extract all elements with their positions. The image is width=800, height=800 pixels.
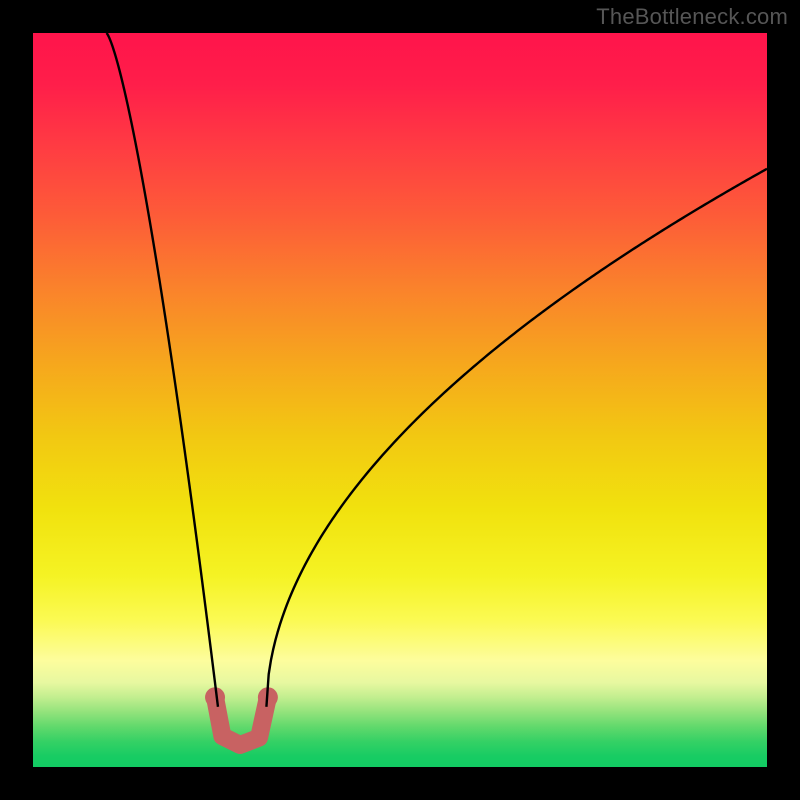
curve-left-branch <box>106 33 218 707</box>
bottleneck-marker <box>215 697 268 745</box>
watermark-text: TheBottleneck.com <box>596 4 788 30</box>
chart-root: TheBottleneck.com <box>0 0 800 800</box>
frame-left <box>0 0 33 800</box>
plot-area <box>33 33 767 767</box>
frame-right <box>767 0 800 800</box>
frame-bottom <box>0 767 800 800</box>
curve-right-branch <box>266 169 767 707</box>
curve-layer <box>33 33 767 767</box>
